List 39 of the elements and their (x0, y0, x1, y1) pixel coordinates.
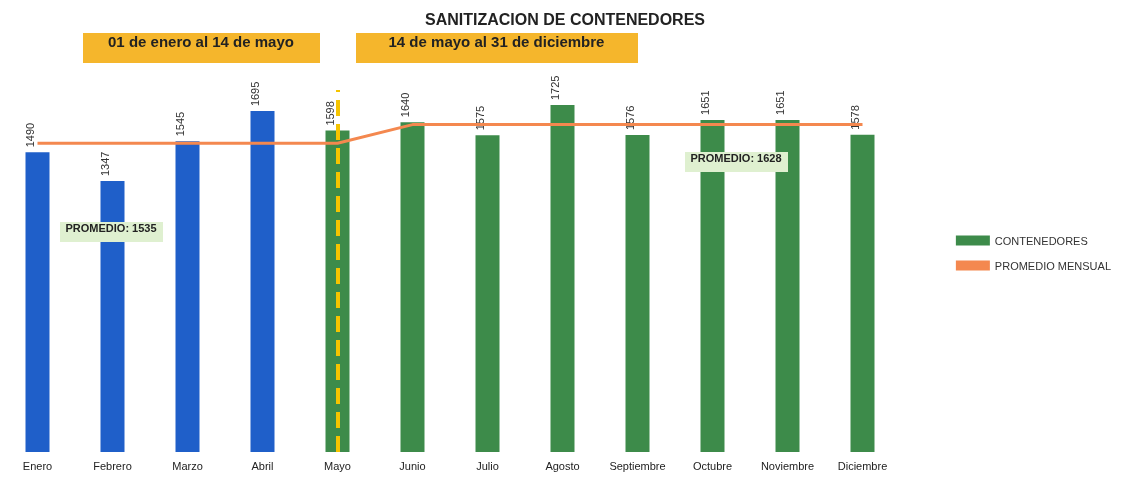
x-tick-label: Noviembre (760, 459, 815, 472)
text: 14 de mayo al 31 de diciembre (355, 33, 638, 63)
legend-label: PROMEDIO MENSUAL (994, 259, 1112, 272)
annotation: PROMEDIO: 1535 (59, 222, 163, 242)
bar (175, 141, 200, 452)
data-label: 1545 (173, 111, 186, 137)
data-label: 1347 (98, 151, 111, 177)
bar (250, 111, 275, 452)
annotation: PROMEDIO: 1628 (684, 152, 788, 172)
bar (850, 134, 875, 452)
bar (400, 122, 425, 452)
text: 01 de enero al 14 de mayo (82, 33, 320, 63)
chart-title: SANITIZACION DE CONTENEDORES (424, 10, 706, 28)
x-tick-label: Septiembre (609, 459, 666, 472)
data-label: 1490 (23, 122, 36, 148)
data-label: 1575 (473, 105, 486, 131)
bar (475, 135, 500, 452)
x-tick-label: Junio (399, 459, 426, 472)
bar (25, 152, 50, 452)
bar (550, 105, 575, 452)
data-label: 1576 (623, 105, 636, 131)
x-tick-label: Diciembre (837, 459, 888, 472)
x-tick-label: Enero (22, 459, 53, 472)
x-tick-label: Julio (476, 459, 499, 472)
x-tick-label: Marzo (172, 459, 203, 472)
x-tick-label: Febrero (93, 459, 132, 472)
data-label: 1640 (398, 92, 411, 118)
x-tick-label: Octubre (692, 459, 733, 472)
data-label: 1695 (248, 81, 261, 107)
data-label: 1598 (323, 101, 336, 126)
x-tick-label: Abril (251, 459, 274, 472)
legend-label: CONTENEDORES (994, 234, 1088, 247)
data-label: 1651 (773, 90, 786, 115)
x-tick-label: Agosto (545, 459, 580, 472)
data-label: 1578 (848, 105, 861, 130)
x-tick-label: Mayo (324, 459, 351, 472)
data-label: 1725 (548, 75, 561, 101)
data-label: 1651 (698, 90, 711, 115)
bar (625, 135, 650, 452)
